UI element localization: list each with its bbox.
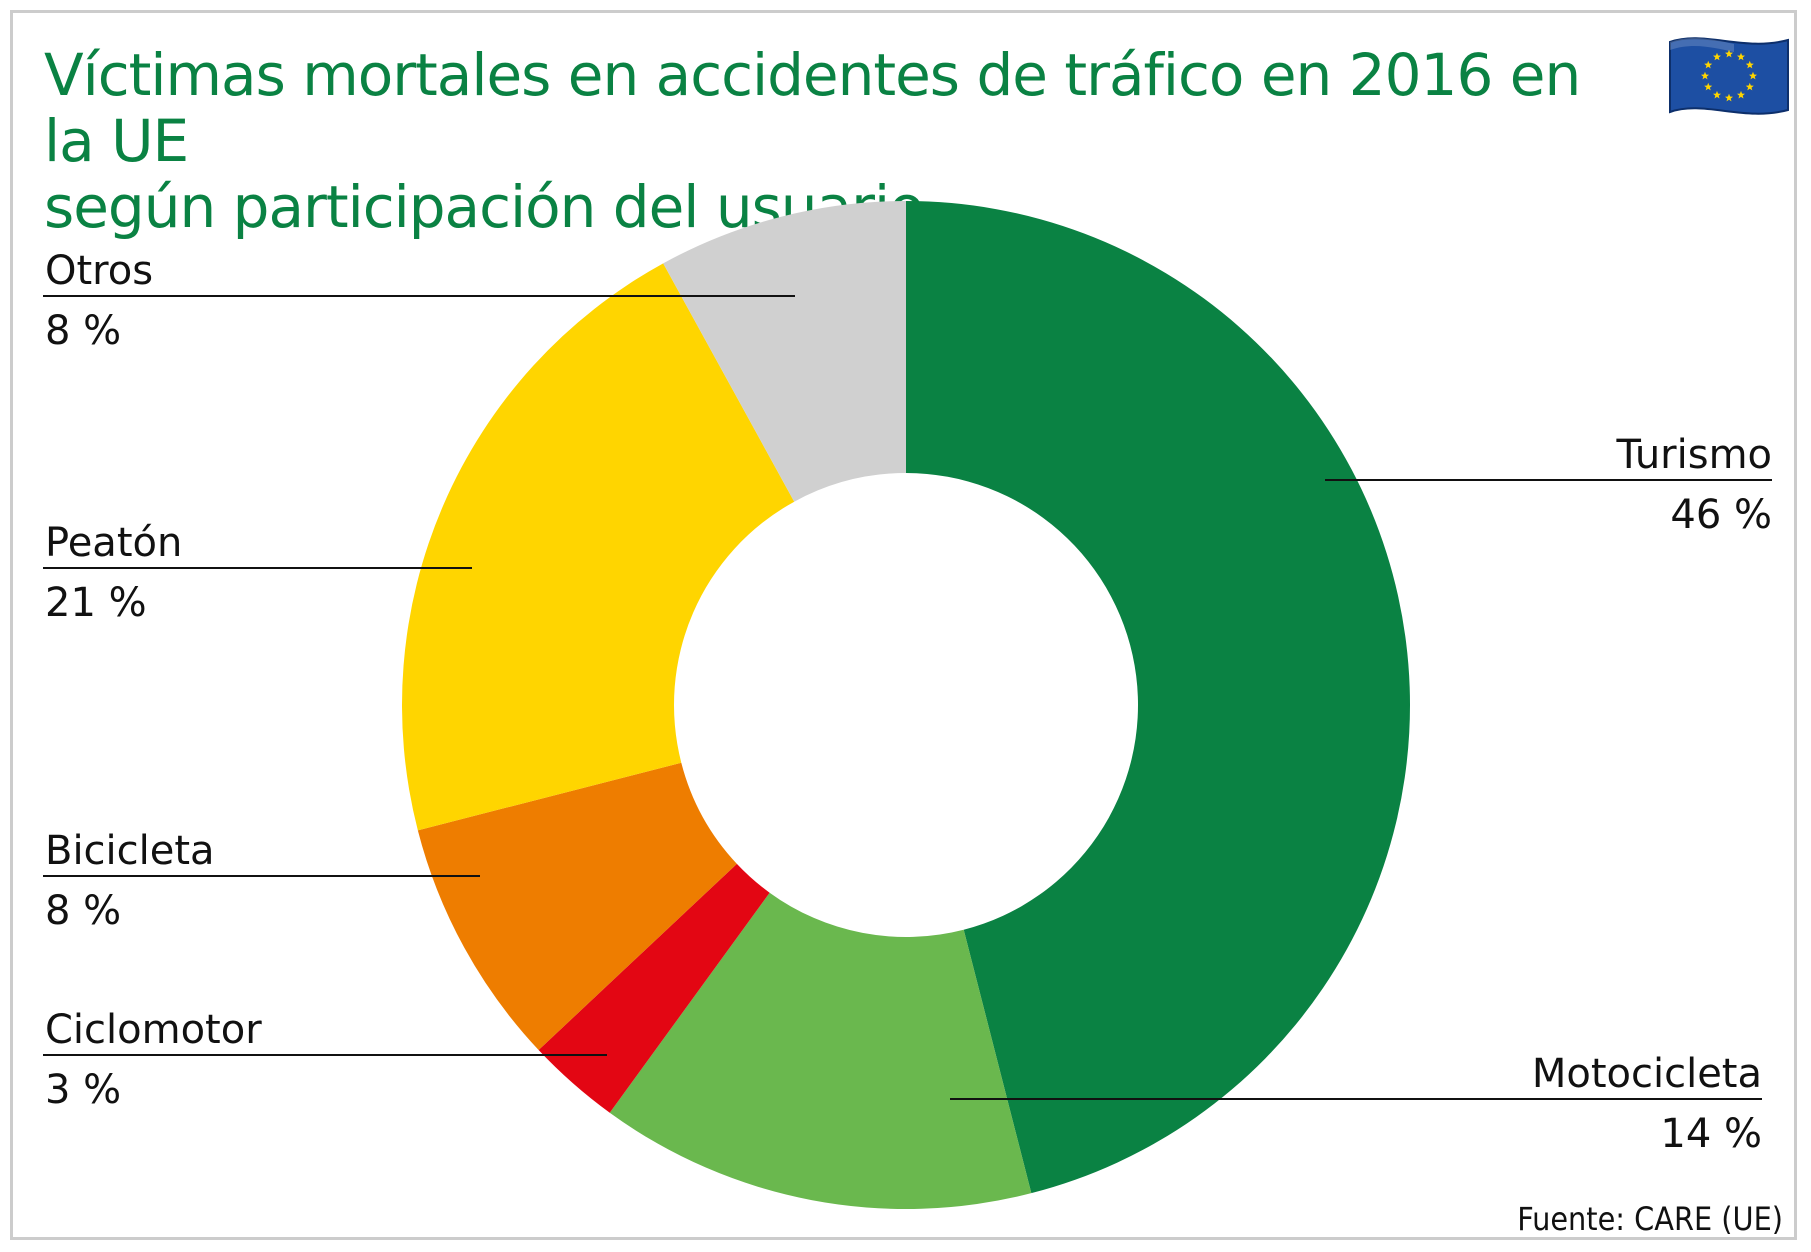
- label-leader-lines: [43, 295, 1772, 1100]
- flag-star: [1704, 82, 1713, 91]
- slice-otros: [663, 201, 906, 502]
- flag-star: [1713, 90, 1721, 99]
- flag-star: [1745, 60, 1754, 69]
- flag-star: [1725, 93, 1733, 102]
- flag-star: [1701, 71, 1709, 80]
- slice-value-turismo: 46 %: [1670, 492, 1772, 538]
- flag-star: [1737, 52, 1745, 61]
- flag-star: [1737, 90, 1745, 99]
- donut-slices: [401, 201, 1411, 1209]
- slice-label-turismo: Turismo: [1615, 432, 1772, 478]
- slice-value-motocicleta: 14 %: [1660, 1111, 1762, 1157]
- slice-label-otros: Otros: [45, 248, 153, 294]
- slice-value-bicicleta: 8 %: [45, 888, 121, 934]
- slice-labels: Turismo 46 % Motocicleta 14 % Ciclomotor 3 % B…: [45, 248, 1772, 1157]
- slice-value-ciclomotor: 3 %: [45, 1067, 121, 1113]
- flag-star: [1745, 82, 1754, 91]
- slice-label-ciclomotor: Ciclomotor: [45, 1007, 262, 1053]
- flag-star: [1704, 60, 1713, 69]
- slice-peatón: [401, 263, 795, 831]
- flag-star: [1713, 52, 1721, 61]
- eu-flag-icon: [1669, 37, 1789, 115]
- chart-title-line-1: Víctimas mortales en accidentes de tráfi…: [44, 41, 1581, 175]
- slice-label-motocicleta: Motocicleta: [1532, 1051, 1762, 1097]
- slice-motocicleta: [609, 892, 1032, 1209]
- slice-value-otros: 8 %: [45, 308, 121, 354]
- flag-star: [1725, 49, 1733, 58]
- slice-value-peatón: 21 %: [45, 580, 147, 626]
- slice-label-peatón: Peatón: [45, 520, 182, 566]
- flag-star: [1749, 71, 1757, 80]
- slice-ciclomotor: [538, 863, 770, 1113]
- slice-bicicleta: [417, 762, 737, 1051]
- slice-label-bicicleta: Bicicleta: [45, 828, 215, 874]
- slice-turismo: [906, 201, 1411, 1194]
- source-note: Fuente: CARE (UE): [1517, 1200, 1783, 1238]
